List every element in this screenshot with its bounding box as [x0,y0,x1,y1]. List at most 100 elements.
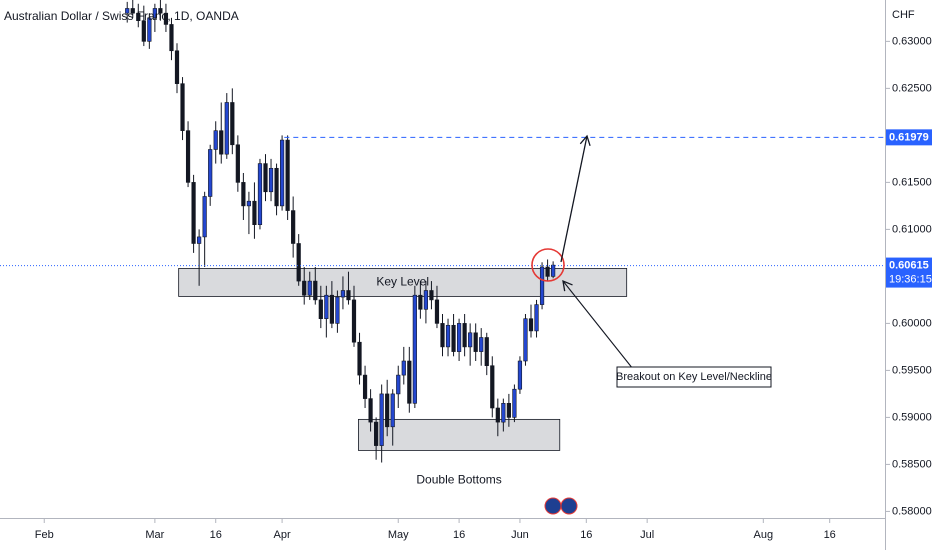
candle-body [235,144,240,183]
x-tick-label: Apr [274,529,291,541]
candle-body [534,304,539,332]
candle-body [412,294,417,404]
x-tick-label: Jun [511,529,529,541]
candle-body [379,393,384,446]
candle-body [263,163,268,193]
candle-body [368,398,373,423]
event-icon[interactable] [544,497,562,515]
candle-body [241,182,246,207]
candle-body [224,102,229,155]
candle-body [545,266,550,277]
price-tag-label: 0.61979 [889,131,929,143]
chart-title: Australian Dollar / Swiss Franc, 1D, OAN… [4,9,239,23]
candle-body [468,332,473,348]
x-tick-label: 16 [210,529,222,541]
zone-label: Key Level [376,275,429,289]
y-tick-label: 0.62500 [892,82,932,94]
candle-body [501,403,506,423]
candle-body [163,12,169,25]
event-icon[interactable] [560,497,578,515]
candle-body [418,294,423,310]
y-tick-label: 0.59000 [892,411,932,423]
candle-body [125,8,130,14]
candle-body [324,294,329,319]
candle-body [440,323,445,348]
candle-body [213,130,218,150]
candle-body [484,337,489,367]
candle-body [274,167,279,207]
candle-body [136,12,141,21]
candle-body [313,280,318,301]
x-tick-label: 16 [580,529,592,541]
y-tick-label: 0.63000 [892,35,932,47]
candle-body [429,290,434,301]
candle-body [523,318,528,362]
candle-body [152,8,157,19]
x-tick-label: Jul [640,529,654,541]
price-tag [886,257,932,288]
candle-body [296,243,301,282]
candle-body [208,149,213,197]
x-tick-label: Aug [754,529,774,541]
candle-body [291,210,296,244]
candle-body [495,407,500,423]
candle-body [374,421,379,446]
y-tick-label: 0.58000 [892,505,932,517]
candle-body [362,374,368,399]
candle-body [506,403,511,418]
candle-body [335,296,340,324]
y-tick-label: 0.58500 [892,458,932,470]
candle-body [517,360,523,390]
candle-body [147,17,152,42]
candle-body [169,24,174,52]
candle-body [479,337,484,352]
candle-body [407,360,412,404]
candle-body [285,139,290,211]
candle-body [462,323,467,348]
x-tick-label: May [388,529,409,541]
candle-body [490,365,495,409]
candle-body [528,318,534,332]
x-tick-label: 16 [824,529,836,541]
callout-text: Breakout on Key Level/Neckline [616,371,772,383]
candle-body [191,182,196,244]
candle-body [174,50,180,84]
y-tick-label: 0.61000 [892,223,932,235]
callout-arrow [562,279,634,370]
candle-body [279,139,285,207]
y-tick-label: 0.61500 [892,176,932,188]
candle-body [202,196,207,238]
highlight-circle [531,248,565,282]
y-tick-label: 0.60000 [892,317,932,329]
candle-body [351,299,357,343]
callout-box [616,366,772,388]
candle-body [246,200,252,207]
candle-body [539,266,545,305]
candle-body [230,102,235,146]
candle-body [473,332,478,352]
x-tick-label: Mar [145,529,164,541]
price-tag [886,129,932,146]
candle-body [158,8,163,14]
candle-body [396,374,401,395]
x-tick-label: Feb [35,529,54,541]
y-axis-label: CHF [892,9,915,21]
candle-body [456,323,462,352]
countdown-label: 19:36:15 [889,273,932,285]
candle-body [385,393,390,428]
candle-body [329,294,334,324]
candle-body [445,324,451,348]
candle-body [357,341,362,376]
candle-body [451,324,456,352]
candle-body [268,167,274,193]
candle-body [390,393,395,428]
x-tick-label: 16 [453,529,465,541]
candle-body [318,299,323,319]
candle-body [423,290,429,310]
candle-body [434,299,440,324]
candle-body [141,20,146,42]
candle-body [346,290,351,301]
price-tag-label: 0.60615 [889,259,929,271]
candle-body [512,388,517,418]
